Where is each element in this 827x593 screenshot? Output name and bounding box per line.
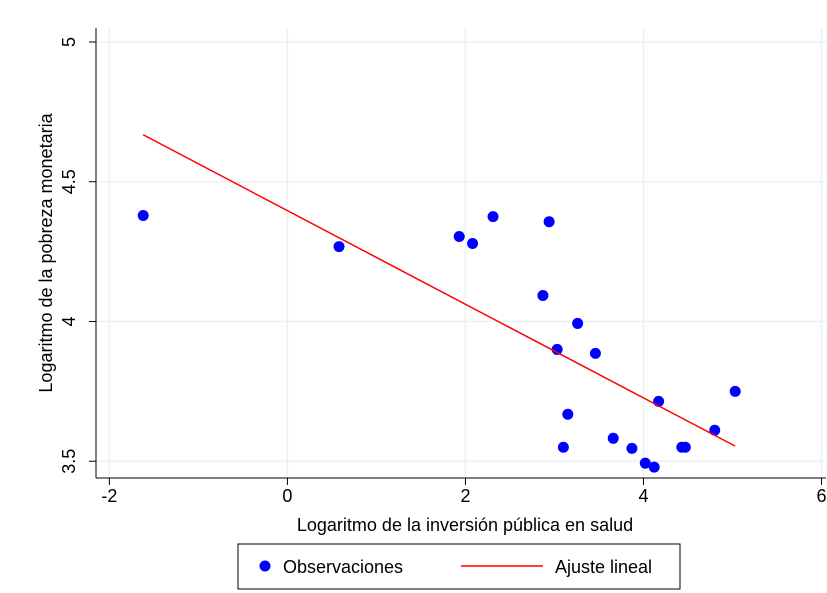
x-tick-label: 0 (282, 486, 292, 506)
point (557, 441, 569, 453)
point (453, 231, 465, 243)
y-tick-label: 5 (59, 37, 79, 47)
point (487, 211, 499, 223)
point (589, 347, 601, 359)
x-tick-label: -2 (101, 486, 117, 506)
legend-marker (259, 560, 271, 572)
y-tick-label: 3.5 (59, 449, 79, 474)
point (467, 237, 479, 249)
y-tick-label: 4 (59, 316, 79, 326)
point (543, 216, 555, 228)
point (137, 210, 149, 222)
legend-label: Observaciones (283, 557, 403, 577)
point (572, 317, 584, 329)
y-tick-label: 4.5 (59, 169, 79, 194)
point (679, 441, 691, 453)
x-tick-label: 2 (460, 486, 470, 506)
legend-box (237, 543, 681, 590)
point (607, 432, 619, 444)
point (709, 424, 721, 436)
point (648, 461, 660, 473)
point (537, 289, 549, 301)
point (333, 241, 345, 253)
x-tick-label: 4 (638, 486, 648, 506)
x-axis-label: Logaritmo de la inversión pública en sal… (297, 515, 633, 535)
point (562, 408, 574, 420)
fit-line (142, 134, 736, 447)
point (729, 385, 741, 397)
point (626, 442, 638, 454)
x-tick-label: 6 (817, 486, 827, 506)
legend-label: Ajuste lineal (555, 557, 652, 577)
y-axis-label: Logaritmo de la pobreza monetaria (36, 112, 56, 392)
point (639, 457, 651, 469)
point (551, 343, 563, 355)
